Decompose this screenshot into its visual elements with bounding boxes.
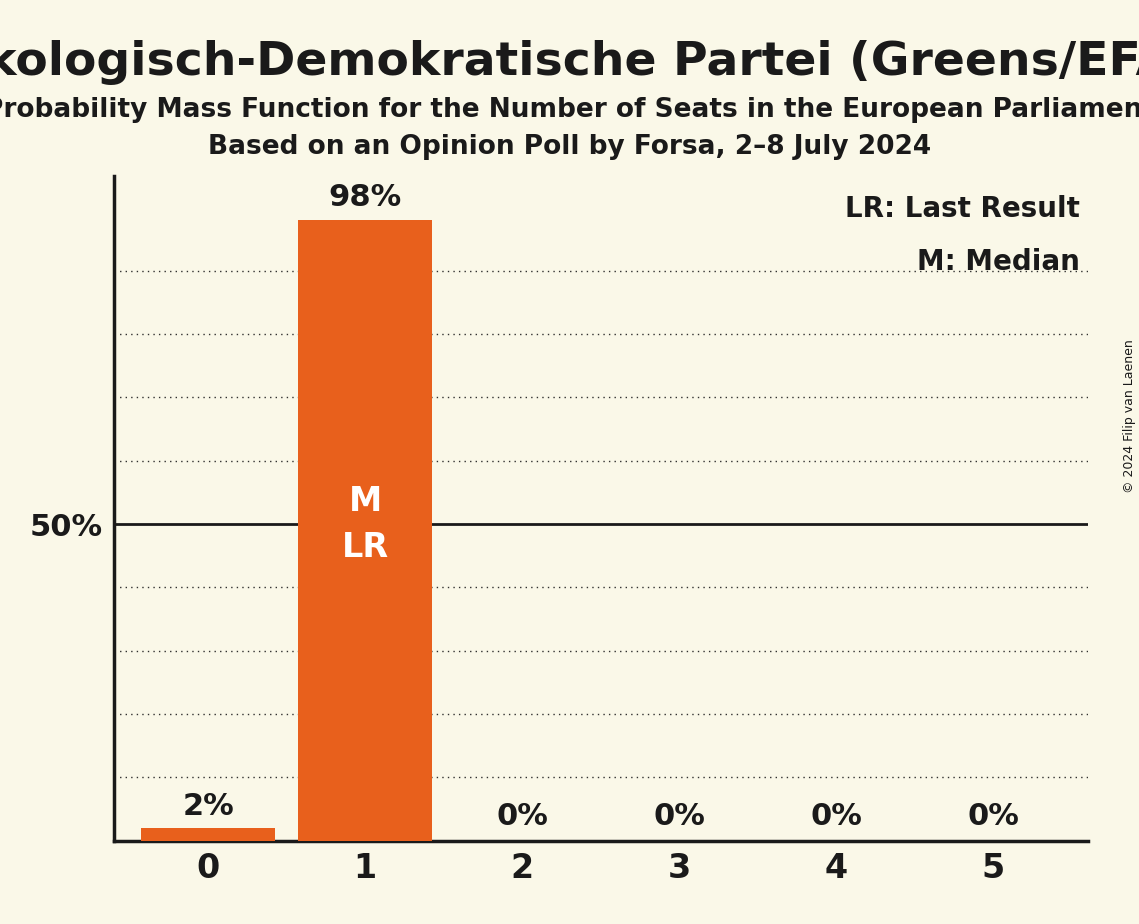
Text: Ökologisch-Demokratische Partei (Greens/EFA): Ökologisch-Demokratische Partei (Greens/… [0,32,1139,85]
Text: 2%: 2% [182,792,233,821]
Text: 98%: 98% [328,183,402,213]
Text: Based on an Opinion Poll by Forsa, 2–8 July 2024: Based on an Opinion Poll by Forsa, 2–8 J… [208,134,931,160]
Bar [141,828,274,841]
Bar [298,220,432,841]
Text: M: Median: M: Median [917,249,1080,276]
Text: © 2024 Filip van Laenen: © 2024 Filip van Laenen [1123,339,1137,492]
Text: 0%: 0% [497,802,548,832]
Text: 0%: 0% [811,802,862,832]
Text: 0%: 0% [967,802,1019,832]
Text: LR: Last Result: LR: Last Result [845,195,1080,223]
Text: Probability Mass Function for the Number of Seats in the European Parliament: Probability Mass Function for the Number… [0,97,1139,123]
Text: M
LR: M LR [342,484,388,564]
Text: 0%: 0% [654,802,705,832]
